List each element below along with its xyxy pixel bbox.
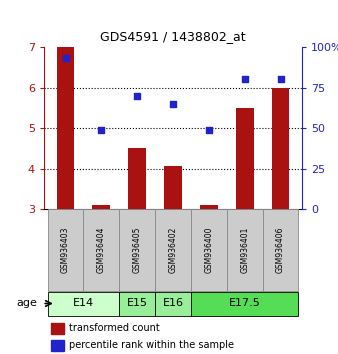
Bar [164,166,182,209]
Bar [92,205,110,209]
Bar [155,291,191,315]
Text: GSM936403: GSM936403 [61,227,70,273]
Text: GSM936406: GSM936406 [276,227,285,273]
Bar [119,209,155,291]
Text: E17.5: E17.5 [229,298,261,308]
Text: GSM936400: GSM936400 [204,227,213,273]
Text: GSM936401: GSM936401 [240,227,249,273]
Bar [200,205,218,209]
Bar [227,209,263,291]
Bar [48,209,83,291]
Title: GDS4591 / 1438802_at: GDS4591 / 1438802_at [100,30,246,43]
Bar [155,209,191,291]
Point [242,76,247,82]
Bar [236,108,254,209]
Bar [56,47,74,209]
Bar [271,87,289,209]
Bar [191,209,227,291]
Bar [119,291,155,315]
Bar [48,291,119,315]
Text: E14: E14 [73,298,94,308]
Point [63,56,68,61]
Bar [191,291,298,315]
Point [206,127,212,132]
Bar [263,209,298,291]
Point [278,76,283,82]
Text: transformed count: transformed count [69,323,160,333]
Text: percentile rank within the sample: percentile rank within the sample [69,341,234,350]
Text: GSM936404: GSM936404 [97,227,106,273]
Text: E16: E16 [163,298,184,308]
Text: E15: E15 [127,298,148,308]
Bar [83,209,119,291]
Point [99,127,104,132]
Text: GSM936402: GSM936402 [169,227,177,273]
Bar [128,148,146,209]
Point [135,93,140,98]
Point [170,101,176,107]
Text: age: age [16,298,37,308]
Text: GSM936405: GSM936405 [133,227,142,273]
